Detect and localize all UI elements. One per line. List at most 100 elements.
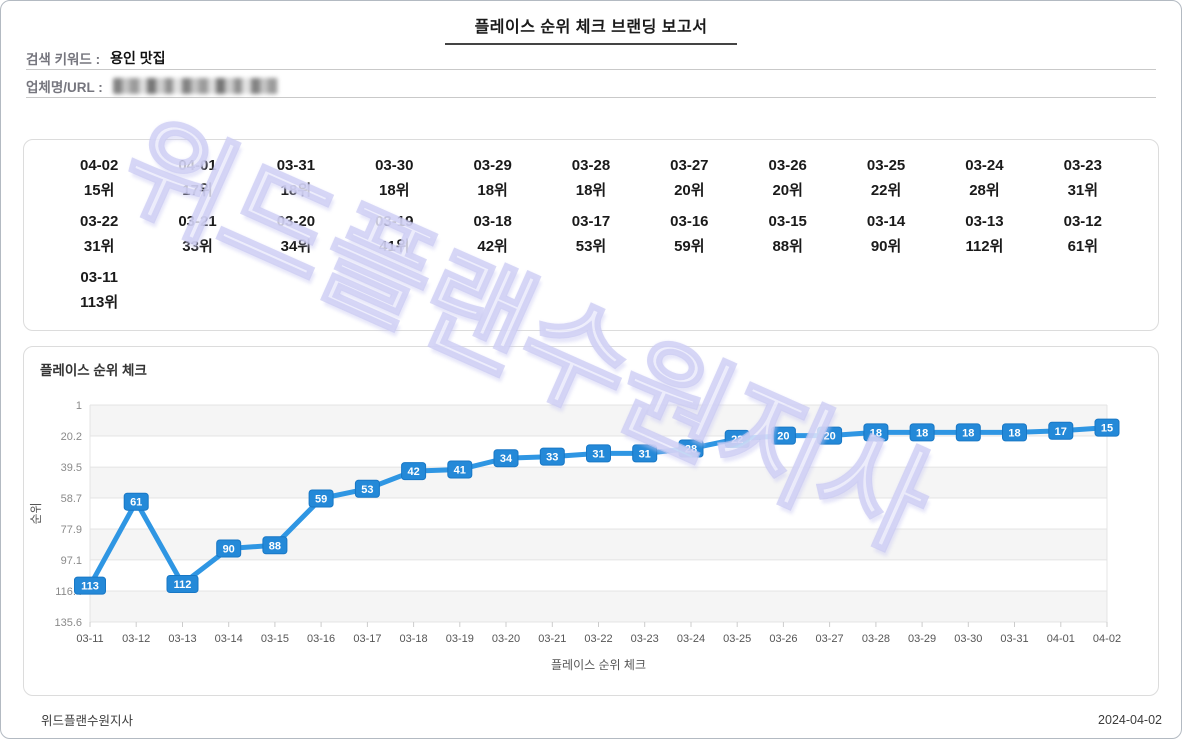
rank-date: 03-14 xyxy=(866,213,906,230)
rank-value: 53위 xyxy=(575,238,607,255)
svg-text:03-14: 03-14 xyxy=(215,633,243,645)
rank-date: 03-27 xyxy=(670,157,709,174)
rank-value: 20위 xyxy=(772,182,803,199)
page-title: 플레이스 순위 체크 브랜딩 보고서 xyxy=(444,13,738,45)
rank-date: 03-28 xyxy=(571,157,611,174)
rank-date: 03-30 xyxy=(375,157,414,174)
footer: 위드플랜수원지사 2024-04-02 xyxy=(41,710,1162,729)
svg-text:31: 31 xyxy=(592,448,604,460)
rank-date: 03-21 xyxy=(178,213,217,230)
rank-value: 61위 xyxy=(1067,238,1099,255)
svg-text:88: 88 xyxy=(269,540,281,552)
rank-value: 17위 xyxy=(182,182,213,199)
rank-value: 34위 xyxy=(280,238,312,255)
rank-date: 03-26 xyxy=(768,157,807,174)
rank-date: 03-23 xyxy=(1063,157,1102,174)
rank-value: 31위 xyxy=(1067,182,1099,199)
svg-text:03-18: 03-18 xyxy=(400,633,428,645)
svg-text:112: 112 xyxy=(174,579,192,591)
svg-text:97.1: 97.1 xyxy=(61,555,82,567)
rank-cell: 03-31 18위 xyxy=(247,157,345,200)
rank-date: 03-29 xyxy=(473,157,512,174)
rank-value: 42위 xyxy=(477,238,508,255)
rank-grid: 04-02 15위 04-01 17위 03-31 18위 03-30 18위 03-29 18위… xyxy=(24,140,1158,329)
keyword-value: 용인 맛집 xyxy=(110,49,166,66)
svg-text:18: 18 xyxy=(1008,427,1020,439)
svg-text:03-13: 03-13 xyxy=(168,633,196,645)
svg-text:03-22: 03-22 xyxy=(584,633,612,645)
rank-value: 88위 xyxy=(772,238,803,255)
rank-cell: 03-18 42위 xyxy=(443,213,541,256)
rank-date: 03-15 xyxy=(768,213,807,230)
rank-date: 04-02 xyxy=(79,157,119,174)
svg-text:34: 34 xyxy=(500,453,513,465)
svg-text:03-31: 03-31 xyxy=(1000,633,1028,645)
rank-cell: 03-23 31위 xyxy=(1034,157,1132,200)
rank-date: 03-18 xyxy=(473,213,512,230)
svg-text:03-28: 03-28 xyxy=(862,633,890,645)
svg-text:플레이스 순위 체크: 플레이스 순위 체크 xyxy=(551,658,646,672)
rank-value: 15위 xyxy=(83,182,115,199)
rank-date: 03-25 xyxy=(866,157,906,174)
rank-date: 04-01 xyxy=(178,157,217,174)
svg-text:03-27: 03-27 xyxy=(816,633,844,645)
rank-cell: 03-25 22위 xyxy=(837,157,935,200)
rank-value: 28위 xyxy=(969,182,1000,199)
svg-text:31: 31 xyxy=(639,448,651,460)
svg-text:41: 41 xyxy=(454,465,466,477)
svg-text:22: 22 xyxy=(731,434,743,446)
svg-text:03-24: 03-24 xyxy=(677,633,705,645)
svg-text:58.7: 58.7 xyxy=(61,493,82,505)
rank-value: 18위 xyxy=(575,182,607,199)
svg-text:03-15: 03-15 xyxy=(261,633,289,645)
svg-text:03-25: 03-25 xyxy=(723,633,751,645)
svg-text:순위: 순위 xyxy=(29,502,43,524)
svg-text:20: 20 xyxy=(777,431,789,443)
svg-text:61: 61 xyxy=(130,497,142,509)
rank-value: 112위 xyxy=(965,238,1004,255)
rank-cell: 03-12 61위 xyxy=(1034,213,1132,256)
chart-card: 플레이스 순위 체크 1 20.2 39.5 58.7 77.9 97.1 116.4 135… xyxy=(23,346,1159,696)
rank-cell: 03-20 34위 xyxy=(247,213,345,256)
rank-date: 03-31 xyxy=(276,157,316,174)
rank-date: 03-22 xyxy=(79,213,119,230)
rank-cell: 03-22 31위 xyxy=(50,213,148,256)
svg-text:33: 33 xyxy=(546,452,558,464)
rank-cell: 03-30 18위 xyxy=(345,157,443,200)
rank-value: 18위 xyxy=(477,182,508,199)
svg-text:53: 53 xyxy=(361,484,373,496)
svg-text:04-01: 04-01 xyxy=(1047,633,1075,645)
report-header: 플레이스 순위 체크 브랜딩 보고서 xyxy=(1,13,1181,45)
rank-date: 03-16 xyxy=(670,213,709,230)
rank-cell: 03-17 53위 xyxy=(542,213,640,256)
rank-value: 20위 xyxy=(674,182,705,199)
rank-date: 03-24 xyxy=(965,157,1004,174)
rank-value: 113위 xyxy=(80,294,119,311)
rank-date: 03-19 xyxy=(375,213,414,230)
business-label: 업체명/URL : xyxy=(26,79,103,95)
rank-value: 33위 xyxy=(182,238,213,255)
rank-date: 03-20 xyxy=(276,213,316,230)
rank-value: 31위 xyxy=(83,238,115,255)
svg-text:18: 18 xyxy=(962,427,974,439)
svg-text:03-29: 03-29 xyxy=(908,633,936,645)
svg-text:03-11: 03-11 xyxy=(76,633,103,645)
svg-text:03-12: 03-12 xyxy=(122,633,150,645)
rank-value: 18위 xyxy=(280,182,312,199)
svg-text:03-20: 03-20 xyxy=(492,633,520,645)
rank-cell: 04-02 15위 xyxy=(50,157,148,200)
svg-text:03-17: 03-17 xyxy=(353,633,381,645)
rank-cell: 03-13 112위 xyxy=(935,213,1033,256)
rank-grid-card: 04-02 15위 04-01 17위 03-31 18위 03-30 18위 03-29 18위… xyxy=(23,139,1159,331)
svg-text:03-19: 03-19 xyxy=(446,633,474,645)
rank-date: 03-13 xyxy=(965,213,1004,230)
rank-cell: 03-21 33위 xyxy=(148,213,246,256)
rank-value: 18위 xyxy=(379,182,410,199)
rank-cell: 03-28 18위 xyxy=(542,157,640,200)
footer-date: 2024-04-02 xyxy=(1098,712,1162,727)
svg-text:90: 90 xyxy=(223,544,235,556)
svg-text:1: 1 xyxy=(76,400,82,412)
rank-date: 03-17 xyxy=(571,213,611,230)
